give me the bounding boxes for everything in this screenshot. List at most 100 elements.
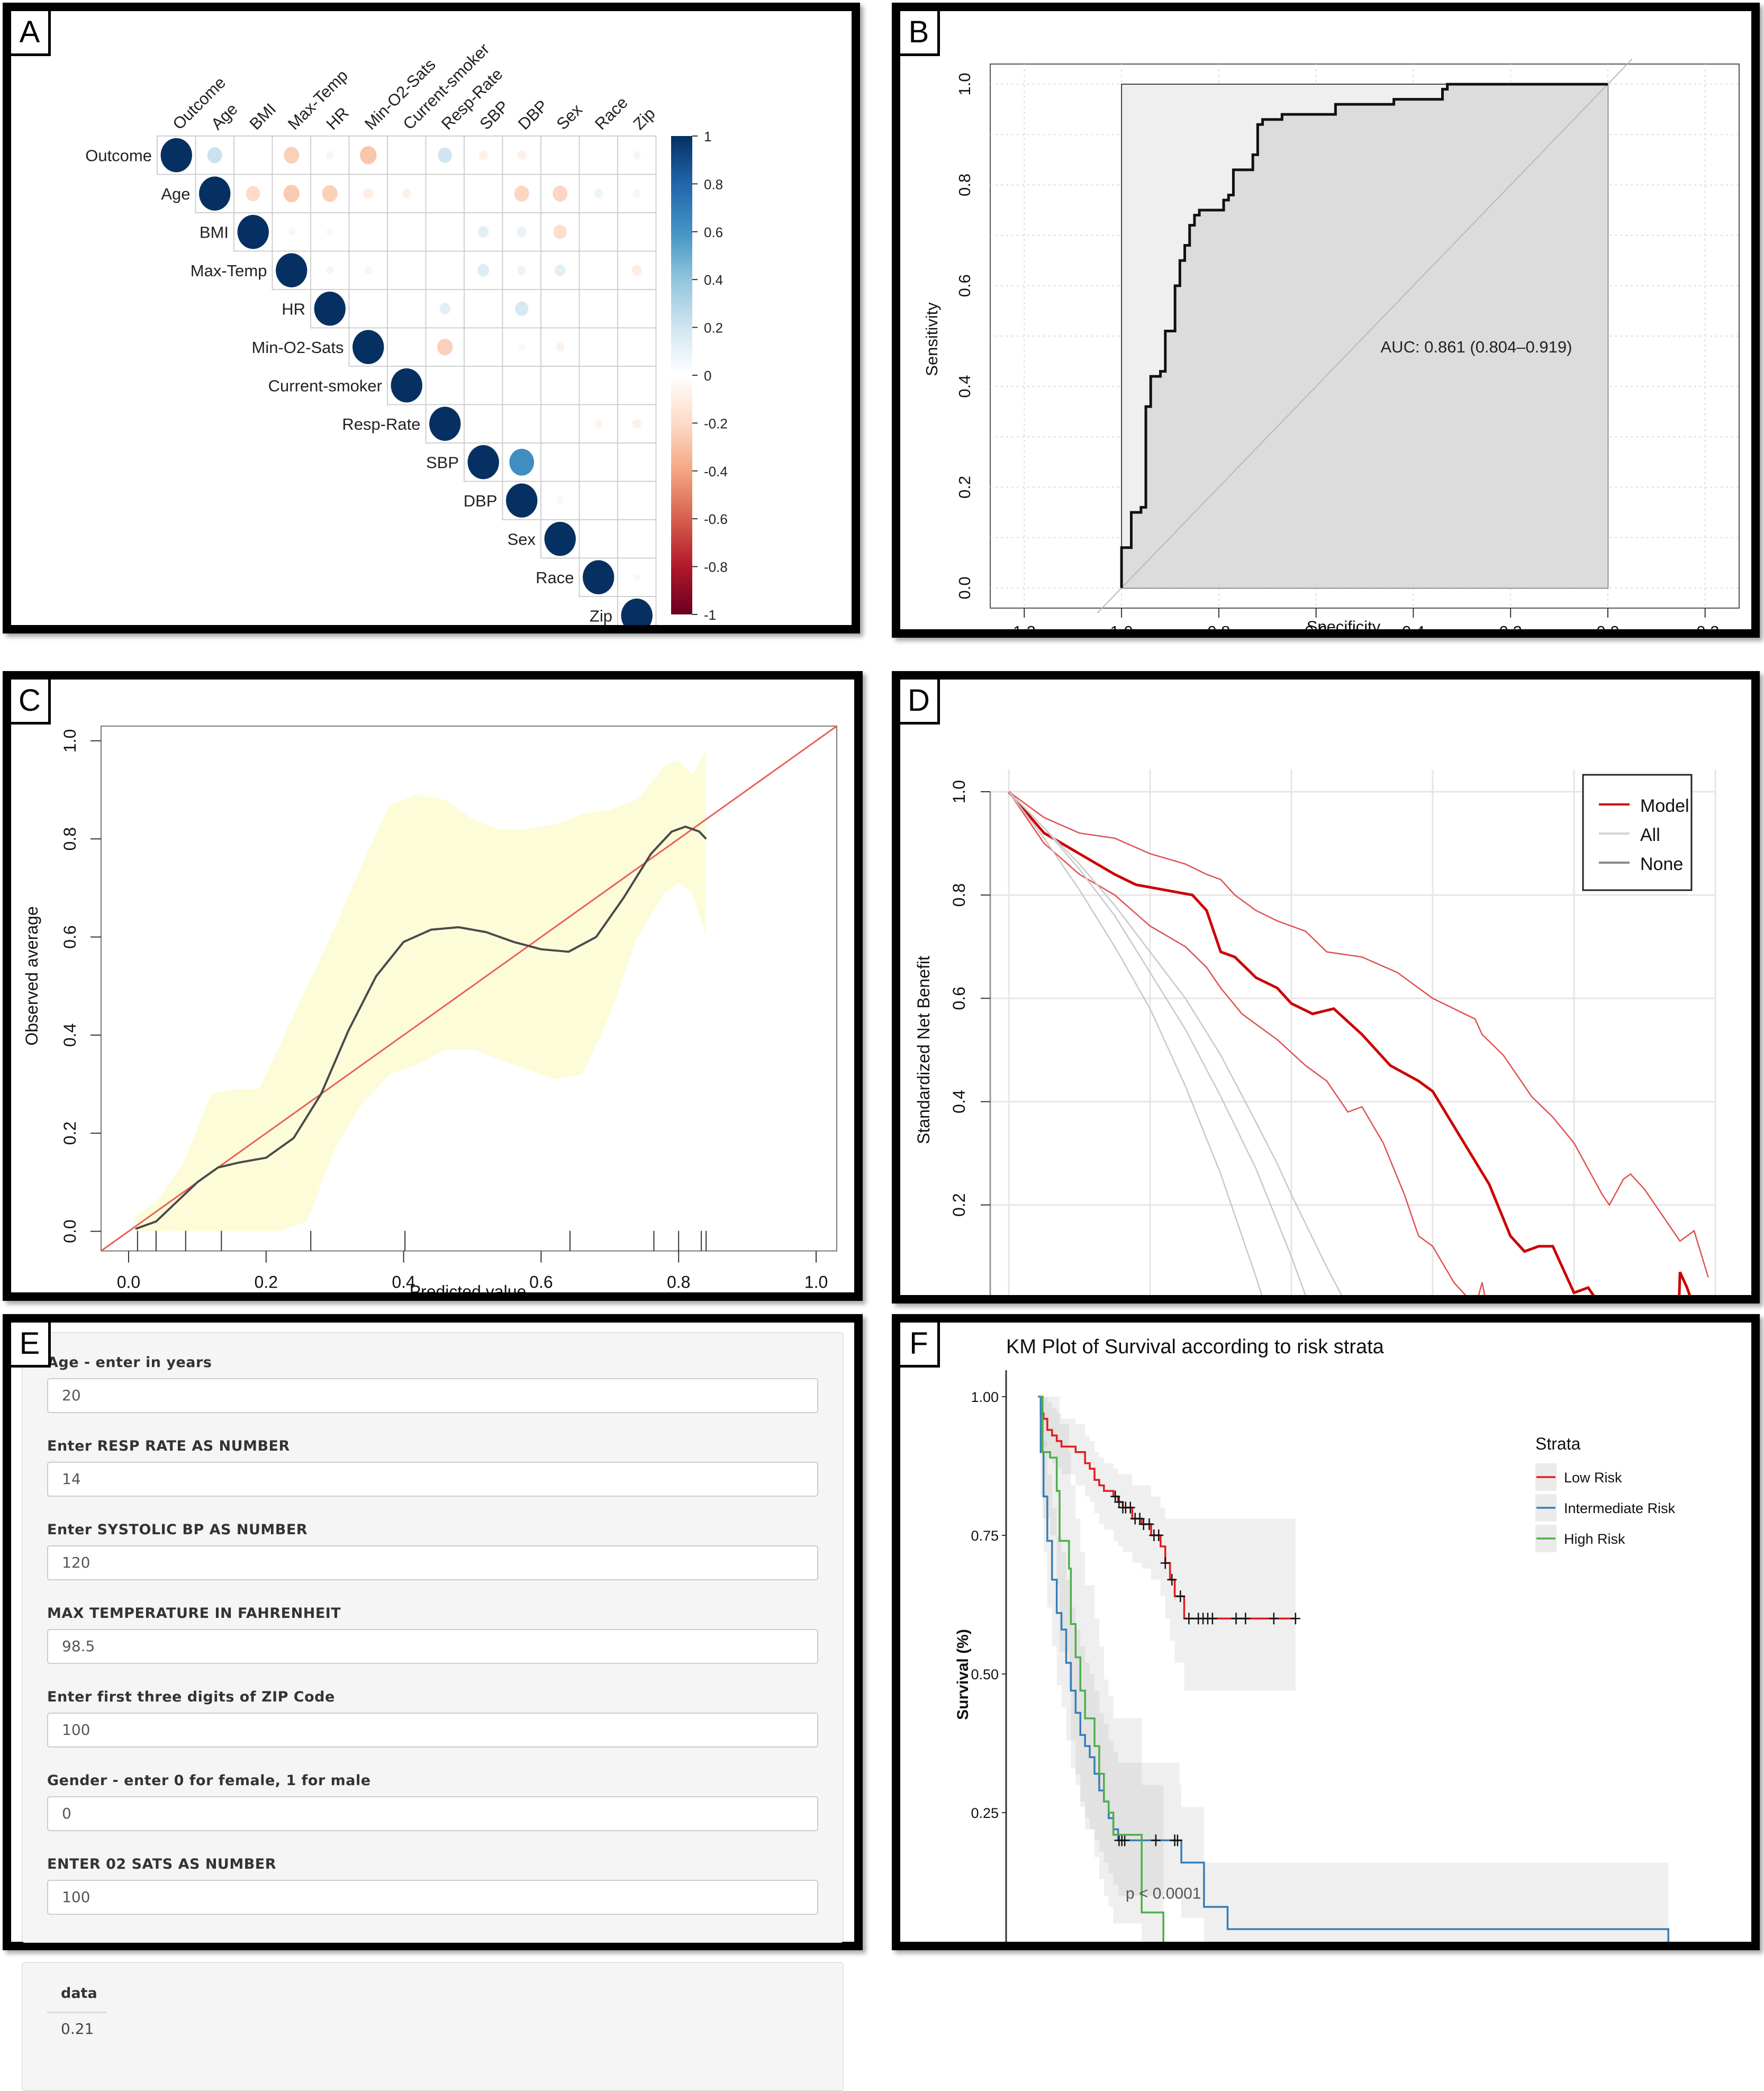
y-tick-label: 0.8 [60,827,79,850]
x-tick-label: 0.2 [1499,622,1522,629]
y-tick-label: 0.8 [949,883,969,907]
ci-band-low-risk [1038,1397,1296,1691]
y-tick-label: 1.0 [60,729,79,753]
censor-mark [1167,1573,1177,1586]
correlation-circle [632,189,641,198]
matrix-cell [348,212,388,252]
colorbar-tick-label: 1 [704,129,711,144]
output-value: 0.21 [61,2020,94,2038]
o2-sats-input[interactable]: 100 [47,1880,818,1915]
matrix-cell [617,327,657,367]
legend-label: All [1640,825,1660,845]
correlation-circle [553,185,568,202]
curve-model-lower-ci [1008,791,1486,1295]
chart-title: KM Plot of Survival according to risk st… [1006,1336,1385,1358]
colorbar-tick-label: -0.2 [704,415,728,431]
matrix-cell [578,442,618,482]
y-tick-label: 1.0 [949,780,969,803]
correlation-circle [439,303,451,315]
survival-curve-intermediate-risk [1038,1396,1670,1942]
panel-f-km-survival-plot: F KM Plot of Survival according to risk … [892,1314,1760,1950]
legend-label: Model [1640,796,1689,816]
y-tick-label: 0.6 [949,986,969,1010]
matrix-cell [387,135,427,175]
row-label: DBP [464,492,497,510]
roc-plot: 1.2 1.0 0.8 0.6 0.4 0.2 0.0 -0.2 0.0 0.2 0.4 0.6 0.8… [922,58,1740,629]
row-label: Sex [508,530,536,548]
resp-rate-input[interactable]: 14 [47,1462,818,1497]
age-input[interactable]: 20 [47,1378,818,1413]
colorbar-tick-label: 0.6 [704,224,723,240]
y-tick-label: 0.4 [955,375,974,398]
x-tick-label: 0.6 [529,1273,553,1292]
y-tick-label: 0.2 [955,476,974,499]
correlation-circle [314,292,346,326]
matrix-cell [348,289,388,329]
correlation-circle [438,147,453,163]
matrix-cell [578,212,618,252]
matrix-cell [617,366,657,405]
correlation-circle [631,265,642,276]
y-tick-label: 0.75 [971,1528,999,1544]
row-label: Race [536,568,574,587]
correlation-circle [360,146,377,165]
matrix-cell [464,366,503,405]
row-label: Resp-Rate [342,415,420,433]
panel-label: E [11,1323,51,1368]
correlation-circle [556,496,564,504]
correlation-circle [284,147,300,164]
x-tick-label: 0.2 [255,1273,278,1292]
gender-input[interactable]: 0 [47,1796,818,1831]
curve-all-low- [1008,791,1263,1295]
y-tick-label: 0.0 [60,1219,79,1243]
survival-curve-high-risk [1038,1396,1164,1942]
panel-e-risk-calculator-form: E Age - enter in years 20 Enter RESP RAT… [3,1314,863,2091]
decision-curve-plot: 0.00.20.40.60.81.00.00.20.40.60.81.0High… [914,770,1716,1295]
ci-band-intermediate-risk [1038,1397,1669,1942]
correlation-circle [517,265,527,275]
zip-input[interactable]: 100 [47,1713,818,1748]
o2-sats-label: ENTER 02 SATS AS NUMBER [47,1856,277,1872]
censor-mark [1184,1613,1194,1625]
matrix-cell [617,212,657,252]
legend-title: Strata [1535,1434,1581,1453]
output-header-divider [47,2012,106,2013]
matrix-cell [540,404,580,443]
correlation-circle [437,338,453,356]
colorbar-tick-label: -0.4 [704,464,728,479]
correlation-circle [544,522,576,556]
x-tick-label: 0.6 [1305,622,1327,629]
confidence-band [135,750,707,1232]
y-tick-label: 0.6 [60,925,79,948]
max-temp-input[interactable]: 98.5 [47,1629,818,1664]
column-label: BMI [246,99,279,133]
systolic-bp-input[interactable]: 120 [47,1545,818,1580]
correlation-circle [364,266,373,275]
matrix-cell [578,289,618,329]
matrix-cell [425,250,465,290]
correlation-circle [594,188,603,198]
row-label: Current-smoker [268,376,382,395]
correlation-circle [515,301,529,316]
x-tick-label: 1.2 [1013,622,1036,629]
matrix-cell [464,404,503,443]
reference-diagonal [1097,58,1633,614]
colorbar-tick-label: 0.8 [704,176,723,192]
panel-label: A [11,11,51,56]
column-label: Zip [629,104,658,133]
resp-rate-label: Enter RESP RATE AS NUMBER [47,1438,290,1454]
correlation-circle [632,419,641,429]
panel-b-roc-curve: B 1.2 1.0 0.8 0.6 0.4 0.2 0.0 -0.2 0.0 0.2 0.4 0.6 0… [892,3,1760,638]
matrix-cell [387,250,427,290]
matrix-cell [310,212,350,252]
y-tick-label: 0.50 [971,1667,999,1682]
y-tick-label: 0.2 [949,1193,969,1217]
censor-mark [1151,1834,1161,1846]
matrix-cell [464,327,503,367]
correlation-circle [553,224,567,239]
correlation-circle [391,368,422,403]
matrix-cell [502,366,541,405]
y-tick-label: 0.25 [971,1805,999,1821]
input-well: Age - enter in years 20 Enter RESP RATE … [22,1332,844,1943]
legend-label: Low Risk [1564,1470,1622,1486]
